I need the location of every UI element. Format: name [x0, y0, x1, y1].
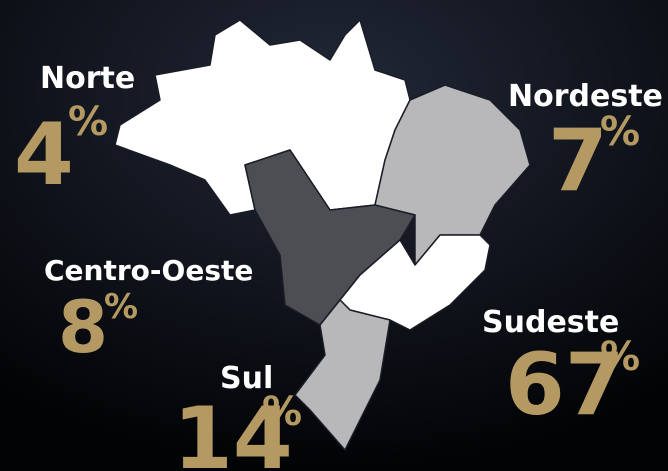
region-unit: % [68, 99, 108, 145]
region-name: Norte [40, 61, 135, 96]
region-sudeste [339, 234, 491, 331]
region-unit: % [600, 334, 640, 380]
brazil-map [114, 19, 531, 451]
region-unit: % [104, 287, 138, 327]
region-name: Nordeste [508, 79, 663, 114]
region-name: Sul [220, 361, 273, 396]
region-name: Centro-Oeste [44, 254, 253, 287]
region-name: Sudeste [482, 305, 619, 340]
region-value: 4 [14, 105, 74, 205]
region-sul [294, 299, 391, 451]
region-value: 67 [505, 335, 625, 435]
region-value: 14 [173, 389, 293, 471]
region-unit: % [262, 389, 302, 435]
region-value: 7 [548, 111, 608, 211]
region-value: 8 [58, 285, 108, 369]
region-unit: % [600, 109, 640, 155]
